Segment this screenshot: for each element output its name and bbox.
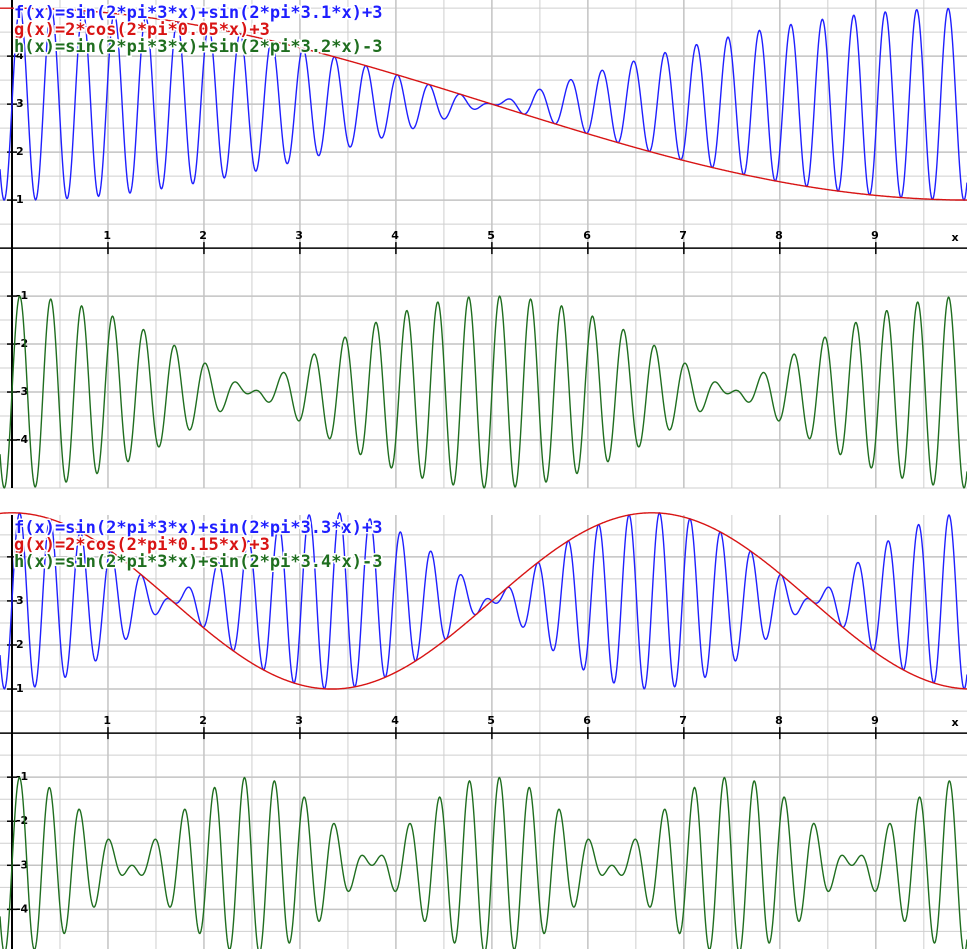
legend-entry: f(x)=sin(2*pi*3*x)+sin(2*pi*3.3*x)+3 [14, 518, 382, 538]
plot-background [0, 0, 967, 488]
x-tick-label: 1 [103, 229, 111, 242]
y-tick-label: 2 [16, 145, 24, 158]
legend-entry: h(x)=sin(2*pi*3*x)+sin(2*pi*3.2*x)-3 [14, 37, 382, 57]
function-curve [0, 512, 967, 690]
legend-entry: h(x)=sin(2*pi*3*x)+sin(2*pi*3.4*x)-3 [14, 552, 382, 572]
plot-background [0, 515, 967, 949]
x-tick-label: 3 [295, 714, 303, 727]
plot-panel: 1 2 3 4 5 6 7 8 9-4-3-2-11234xf(x)=sin(2*pi*3*x)… [0, 0, 967, 489]
y-tick-label: 4 [16, 550, 24, 563]
x-tick-label: 2 [199, 714, 207, 727]
legend-entry: f(x)=sin(2*pi*3*x)+sin(2*pi*3.1*x)+3 [14, 3, 382, 23]
y-tick-label: 2 [16, 638, 24, 651]
legend-entry: g(x)=2*cos(2*pi*0.05*x)+3 [14, 20, 270, 40]
y-tick-label: -4 [16, 902, 29, 915]
x-tick-label: 6 [583, 714, 591, 727]
legend-entry: g(x)=2*cos(2*pi*0.15*x)+3 [14, 535, 270, 555]
y-tick-label: 3 [16, 97, 24, 110]
function-curve [0, 7, 967, 202]
x-tick-label: 7 [679, 714, 687, 727]
x-tick-label: 9 [871, 714, 879, 727]
function-curve [0, 295, 967, 489]
y-tick-label: -2 [16, 814, 28, 827]
function-curve [0, 7, 967, 201]
x-axis-label: x [951, 231, 958, 244]
x-tick-label: 7 [679, 229, 687, 242]
x-tick-label: 9 [871, 229, 879, 242]
y-tick-label: -3 [16, 858, 28, 871]
y-tick-label: -4 [16, 433, 29, 446]
x-tick-label: 8 [775, 229, 783, 242]
x-tick-label: 3 [295, 229, 303, 242]
y-tick-label: 4 [16, 49, 24, 62]
x-tick-label: 5 [487, 229, 495, 242]
x-tick-label: 1 [103, 714, 111, 727]
x-tick-label: 4 [391, 714, 399, 727]
x-tick-label: 4 [391, 229, 399, 242]
function-curve [0, 511, 967, 690]
x-tick-label: 8 [775, 714, 783, 727]
x-axis-label: x [951, 716, 958, 729]
y-tick-label: 1 [16, 193, 24, 206]
x-tick-label: 6 [583, 229, 591, 242]
x-tick-label: 5 [487, 714, 495, 727]
y-tick-label: -2 [16, 337, 28, 350]
function-curve [0, 776, 967, 949]
y-tick-label: 1 [16, 682, 24, 695]
y-tick-label: 3 [16, 594, 24, 607]
x-tick-label: 2 [199, 229, 207, 242]
y-tick-label: -3 [16, 385, 28, 398]
plot-panel: 1 2 3 4 5 6 7 8 9-4-3-2-11234xf(x)=sin(2*pi*3*x)… [0, 511, 967, 949]
